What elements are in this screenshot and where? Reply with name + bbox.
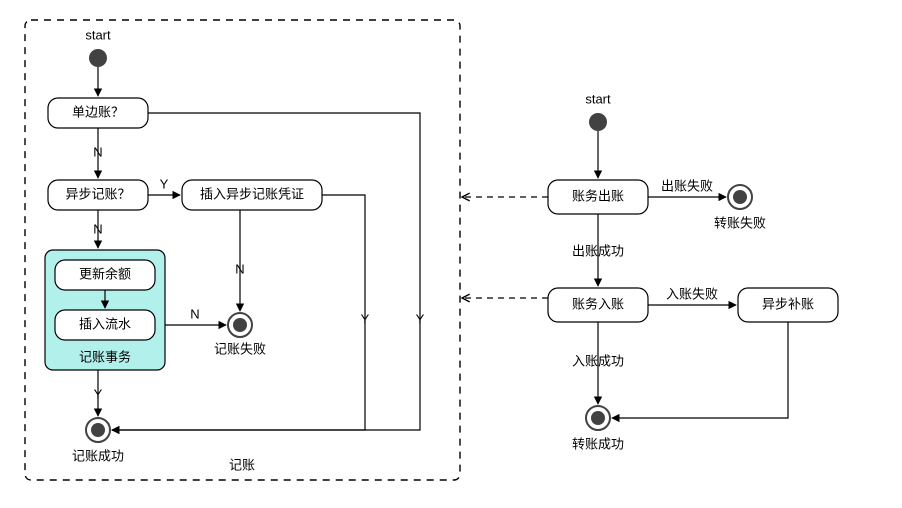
edge-r1-fail-label: 出账失败 [661,178,713,193]
edge-r2-success-label: 入账成功 [572,353,624,368]
edge-n3-fail-label: N [235,261,244,276]
sub2-label: 插入流水 [79,316,131,331]
left-fail-inner [233,318,247,332]
left-fail-label: 记账失败 [214,341,266,356]
edge-n1-n2-label: N [93,144,102,159]
r2-label: 账务入账 [572,296,624,311]
right-success-inner [591,411,605,425]
n1-label: 单边账？ [72,104,124,119]
left-success-label: 记账成功 [72,448,124,463]
edge-r2-r3-label: 入账失败 [666,286,718,301]
right-success-label: 转账成功 [572,436,624,451]
edge-sub-success-label: Y [94,386,103,401]
left-start-node [89,49,107,67]
edge-sub-fail-label: N [190,306,199,321]
edge-n1-success-label: Y [416,311,425,326]
right-fail-inner [733,190,747,204]
edge-n3-success-label: Y [361,311,370,326]
left-start-label: start [85,27,111,42]
right-start-node [589,113,607,131]
edge-r1-r2-label: 出账成功 [572,243,624,258]
group-left-label: 记账 [229,457,255,472]
edge-r3-success [612,322,788,418]
right-start-label: start [585,91,611,106]
sub-box-label: 记账事务 [79,349,131,364]
edge-n2-sub-label: N [93,221,102,236]
right-fail-label: 转账失败 [714,215,766,230]
r1-label: 账务出账 [572,188,624,203]
r3-label: 异步补账 [762,296,814,311]
edge-n2-n3-label: Y [160,176,169,191]
sub1-label: 更新余额 [79,266,131,281]
left-success-inner [91,423,105,437]
n2-label: 异步记账？ [65,186,130,201]
n3-label: 插入异步记账凭证 [200,186,304,201]
